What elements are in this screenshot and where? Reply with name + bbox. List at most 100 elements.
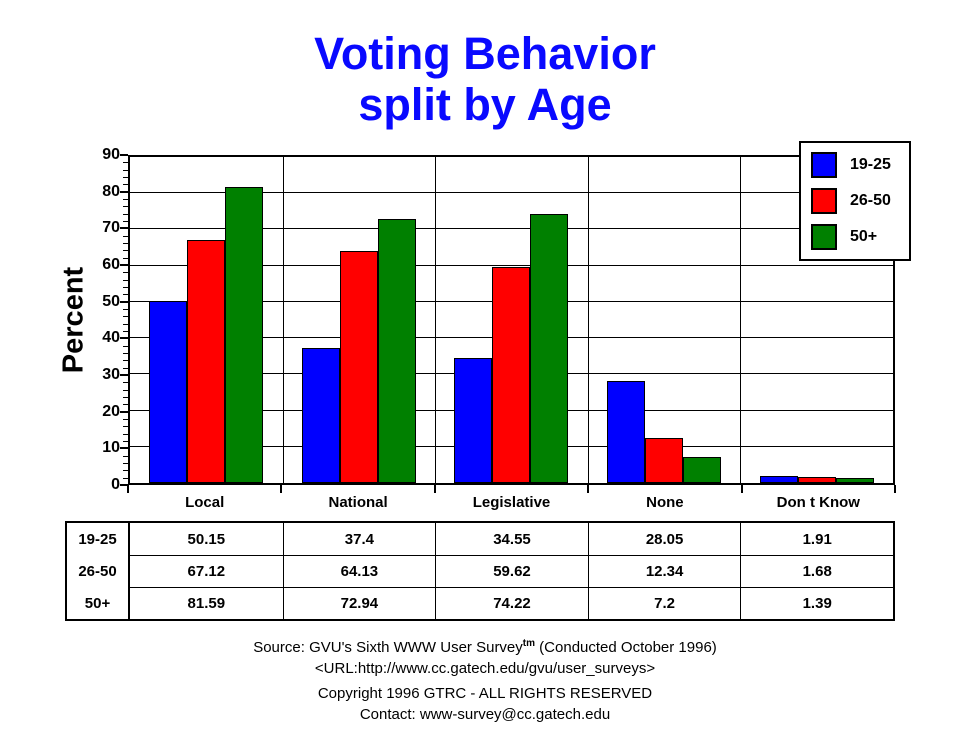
y-tick-label-0: 0	[111, 476, 120, 493]
category-separator	[435, 157, 437, 483]
data-table: 19-25 26-50 50+ 50.15 37.4 34.55 28.05 1.91 67.…	[65, 521, 895, 621]
y-tick-label-90: 90	[102, 146, 120, 163]
table-cell: 50.15	[187, 530, 226, 548]
category-separator	[282, 157, 284, 483]
y-major-tick	[120, 300, 128, 303]
y-minor-tick	[123, 294, 128, 296]
gridline-70	[130, 228, 893, 230]
table-cell: 81.59	[130, 587, 283, 619]
table-cell: 1.91	[740, 523, 893, 555]
table-cell: 1.39	[740, 587, 893, 619]
y-minor-tick	[123, 441, 128, 442]
bar-group-don-t-know	[740, 157, 893, 483]
bar-50+-legislative	[530, 214, 569, 483]
y-tick-label-70: 70	[102, 219, 120, 237]
y-major-tick	[120, 447, 128, 450]
y-minor-tick	[123, 221, 128, 222]
legend-item-50+: 50+	[811, 224, 909, 250]
table-row-label: 50+	[84, 594, 111, 612]
bar-group-none	[588, 157, 741, 483]
y-tick-label-80: 80	[102, 182, 120, 200]
legend-swatch-50+	[811, 224, 837, 250]
y-minor-tick	[123, 419, 128, 420]
x-tick	[894, 485, 896, 493]
category-separator	[587, 157, 589, 483]
table-cell: 74.22	[435, 587, 588, 619]
y-tick-label-10: 10	[102, 439, 120, 457]
table-row-labels: 19-25 26-50 50+	[67, 523, 130, 619]
y-major-tick	[120, 484, 128, 486]
legend: 19-25 26-50 50+	[799, 141, 911, 261]
y-minor-tick	[123, 257, 128, 259]
bar-group-national	[283, 157, 436, 483]
bar-26-50-don-t-know	[797, 476, 836, 483]
y-major-tick	[120, 374, 128, 376]
bar-50+-none	[683, 456, 722, 483]
url-line: <URL:http://www.cc.gatech.edu/gvu/user_s…	[314, 660, 656, 677]
legend-swatch-26-50	[811, 188, 837, 214]
table-cell: 1.68	[740, 555, 893, 587]
y-minor-tick	[123, 250, 128, 252]
y-minor-tick	[123, 455, 128, 457]
y-minor-tick	[123, 426, 128, 428]
y-tick-label-60: 60	[102, 256, 120, 273]
table-row-label: 19-25	[78, 530, 117, 548]
y-major-tick	[120, 264, 128, 266]
source-text: Source: GVU's Sixth WWW User Survey	[253, 639, 523, 656]
bar-19-25-local	[149, 301, 188, 483]
category-label-national: National	[328, 494, 388, 511]
y-minor-tick	[123, 316, 128, 318]
y-minor-tick	[123, 382, 128, 384]
category-separator	[740, 157, 742, 483]
y-minor-tick	[123, 353, 128, 354]
bar-group-legislative	[435, 157, 588, 483]
bar-50+-national	[377, 218, 416, 483]
category-label-local: Local	[185, 494, 225, 511]
y-minor-tick	[123, 470, 128, 472]
y-minor-tick	[123, 477, 128, 479]
source-superscript: tm	[522, 638, 536, 649]
y-minor-tick	[123, 360, 128, 362]
y-minor-tick	[123, 206, 128, 208]
y-minor-tick	[123, 287, 128, 288]
x-tick	[587, 485, 590, 493]
y-minor-tick	[123, 433, 128, 435]
chart-title-line2: split by Age	[358, 79, 612, 130]
y-minor-tick	[123, 279, 128, 281]
contact-line: Contact: www-survey@cc.gatech.edu	[359, 706, 611, 723]
legend-label: 50+	[850, 228, 878, 245]
source-date: (Conducted October 1996)	[535, 639, 717, 656]
bar-26-50-local	[187, 239, 226, 483]
table-cell: 64.13	[282, 555, 436, 587]
table-cell: 37.4	[282, 523, 436, 555]
bar-group-local	[130, 157, 283, 483]
y-tick-label-20: 20	[102, 402, 120, 420]
table-cell: 72.94	[282, 587, 436, 619]
y-minor-tick	[123, 397, 128, 398]
y-minor-tick	[123, 199, 128, 200]
y-minor-tick	[123, 309, 128, 310]
y-minor-tick	[123, 184, 128, 186]
legend-item-19-25: 19-25	[811, 152, 909, 178]
y-minor-tick	[123, 404, 128, 406]
bar-19-25-don-t-know	[759, 476, 798, 483]
y-minor-tick	[123, 367, 128, 369]
bar-26-50-legislative	[492, 267, 531, 483]
plot-area	[128, 155, 895, 485]
chart-title-line1: Voting Behavior	[314, 28, 656, 79]
legend-label: 19-25	[850, 156, 891, 173]
table-cell: 59.62	[435, 555, 588, 587]
y-tick-label-50: 50	[102, 292, 120, 310]
table-values: 50.15 37.4 34.55 28.05 1.91 67.12 64.13 59.62 12…	[130, 523, 893, 619]
y-major-tick	[120, 337, 128, 340]
table-cell: 7.2	[587, 587, 741, 619]
table-cell: 12.34	[587, 555, 741, 587]
y-minor-tick	[123, 243, 128, 244]
bar-19-25-national	[301, 347, 340, 483]
y-minor-tick	[123, 213, 128, 215]
y-minor-tick	[123, 331, 128, 332]
y-major-tick	[120, 410, 128, 413]
gridline-80	[130, 192, 893, 194]
category-label-none: None	[646, 494, 684, 511]
legend-swatch-19-25	[811, 152, 837, 178]
